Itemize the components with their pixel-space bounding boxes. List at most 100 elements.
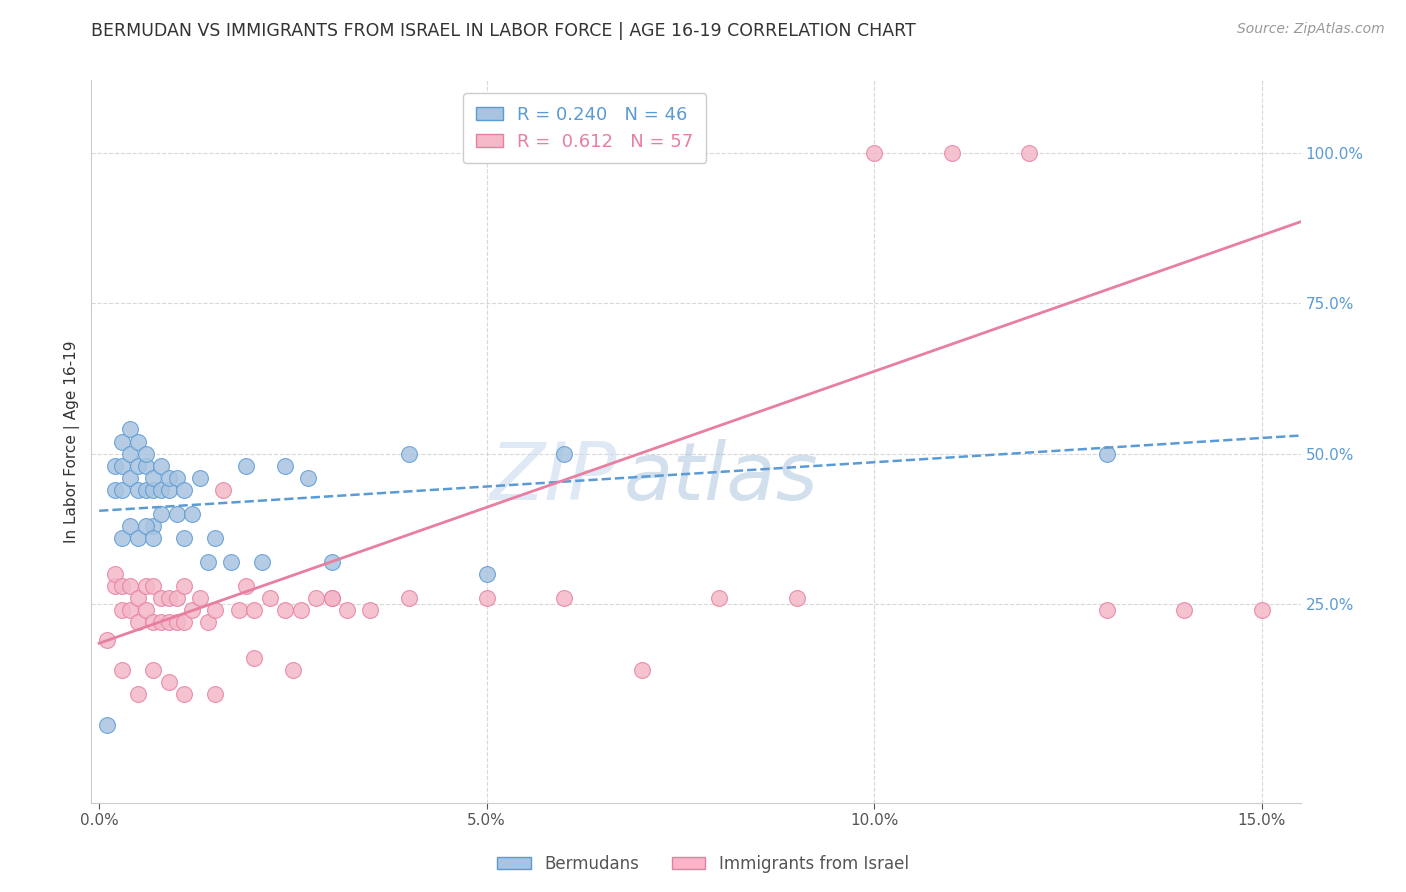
Point [188, 471, 211, 485]
Point [120, 471, 142, 485]
Point [142, 531, 165, 545]
Point [127, 458, 149, 473]
Point [475, 567, 498, 582]
Point [173, 531, 195, 545]
Point [135, 579, 157, 593]
Point [204, 603, 226, 617]
Point [157, 615, 180, 630]
Point [250, 555, 273, 569]
Point [104, 567, 127, 582]
Point [111, 434, 134, 449]
Point [120, 579, 142, 593]
Point [863, 145, 886, 160]
Point [173, 687, 195, 701]
Point [941, 145, 963, 160]
Point [142, 519, 165, 533]
Point [1250, 603, 1272, 617]
Point [243, 603, 266, 617]
Point [321, 555, 343, 569]
Text: BERMUDAN VS IMMIGRANTS FROM ISRAEL IN LABOR FORCE | AGE 16-19 CORRELATION CHART: BERMUDAN VS IMMIGRANTS FROM ISRAEL IN LA… [91, 22, 917, 40]
Point [204, 687, 226, 701]
Point [127, 434, 149, 449]
Point [150, 483, 173, 497]
Point [142, 615, 165, 630]
Point [181, 507, 204, 521]
Point [197, 615, 219, 630]
Point [127, 483, 149, 497]
Point [127, 531, 149, 545]
Point [135, 447, 157, 461]
Point [173, 483, 195, 497]
Point [150, 507, 173, 521]
Point [166, 615, 188, 630]
Point [321, 591, 343, 606]
Point [142, 664, 165, 678]
Point [150, 591, 173, 606]
Point [243, 651, 266, 665]
Y-axis label: In Labor Force | Age 16-19: In Labor Force | Age 16-19 [65, 340, 80, 543]
Point [157, 471, 180, 485]
Point [111, 531, 134, 545]
Point [336, 603, 359, 617]
Point [290, 603, 312, 617]
Point [166, 591, 188, 606]
Point [274, 603, 297, 617]
Point [235, 458, 257, 473]
Point [204, 531, 226, 545]
Point [142, 471, 165, 485]
Point [359, 603, 381, 617]
Point [398, 447, 420, 461]
Point [212, 483, 235, 497]
Point [281, 664, 304, 678]
Text: ZIP: ZIP [491, 439, 617, 516]
Point [142, 483, 165, 497]
Point [228, 603, 250, 617]
Point [96, 717, 118, 731]
Point [630, 664, 652, 678]
Point [120, 519, 142, 533]
Legend: R = 0.240   N = 46, R =  0.612   N = 57: R = 0.240 N = 46, R = 0.612 N = 57 [463, 93, 706, 163]
Point [173, 579, 195, 593]
Point [475, 591, 498, 606]
Point [173, 615, 195, 630]
Point [135, 603, 157, 617]
Point [786, 591, 808, 606]
Point [259, 591, 281, 606]
Point [219, 555, 242, 569]
Point [127, 615, 149, 630]
Point [1173, 603, 1195, 617]
Point [398, 591, 420, 606]
Point [274, 458, 297, 473]
Point [181, 603, 204, 617]
Point [120, 447, 142, 461]
Point [111, 603, 134, 617]
Point [1095, 447, 1118, 461]
Point [127, 687, 149, 701]
Point [157, 675, 180, 690]
Point [166, 471, 188, 485]
Point [709, 591, 731, 606]
Legend: Bermudans, Immigrants from Israel: Bermudans, Immigrants from Israel [491, 848, 915, 880]
Point [111, 664, 134, 678]
Point [104, 579, 127, 593]
Point [157, 483, 180, 497]
Point [135, 458, 157, 473]
Point [305, 591, 328, 606]
Point [104, 458, 127, 473]
Text: Source: ZipAtlas.com: Source: ZipAtlas.com [1237, 22, 1385, 37]
Point [150, 615, 173, 630]
Point [188, 591, 211, 606]
Point [111, 579, 134, 593]
Point [111, 483, 134, 497]
Point [135, 483, 157, 497]
Point [321, 591, 343, 606]
Point [111, 458, 134, 473]
Point [297, 471, 319, 485]
Point [135, 519, 157, 533]
Point [120, 603, 142, 617]
Point [1095, 603, 1118, 617]
Point [104, 483, 127, 497]
Point [142, 579, 165, 593]
Point [553, 447, 575, 461]
Point [197, 555, 219, 569]
